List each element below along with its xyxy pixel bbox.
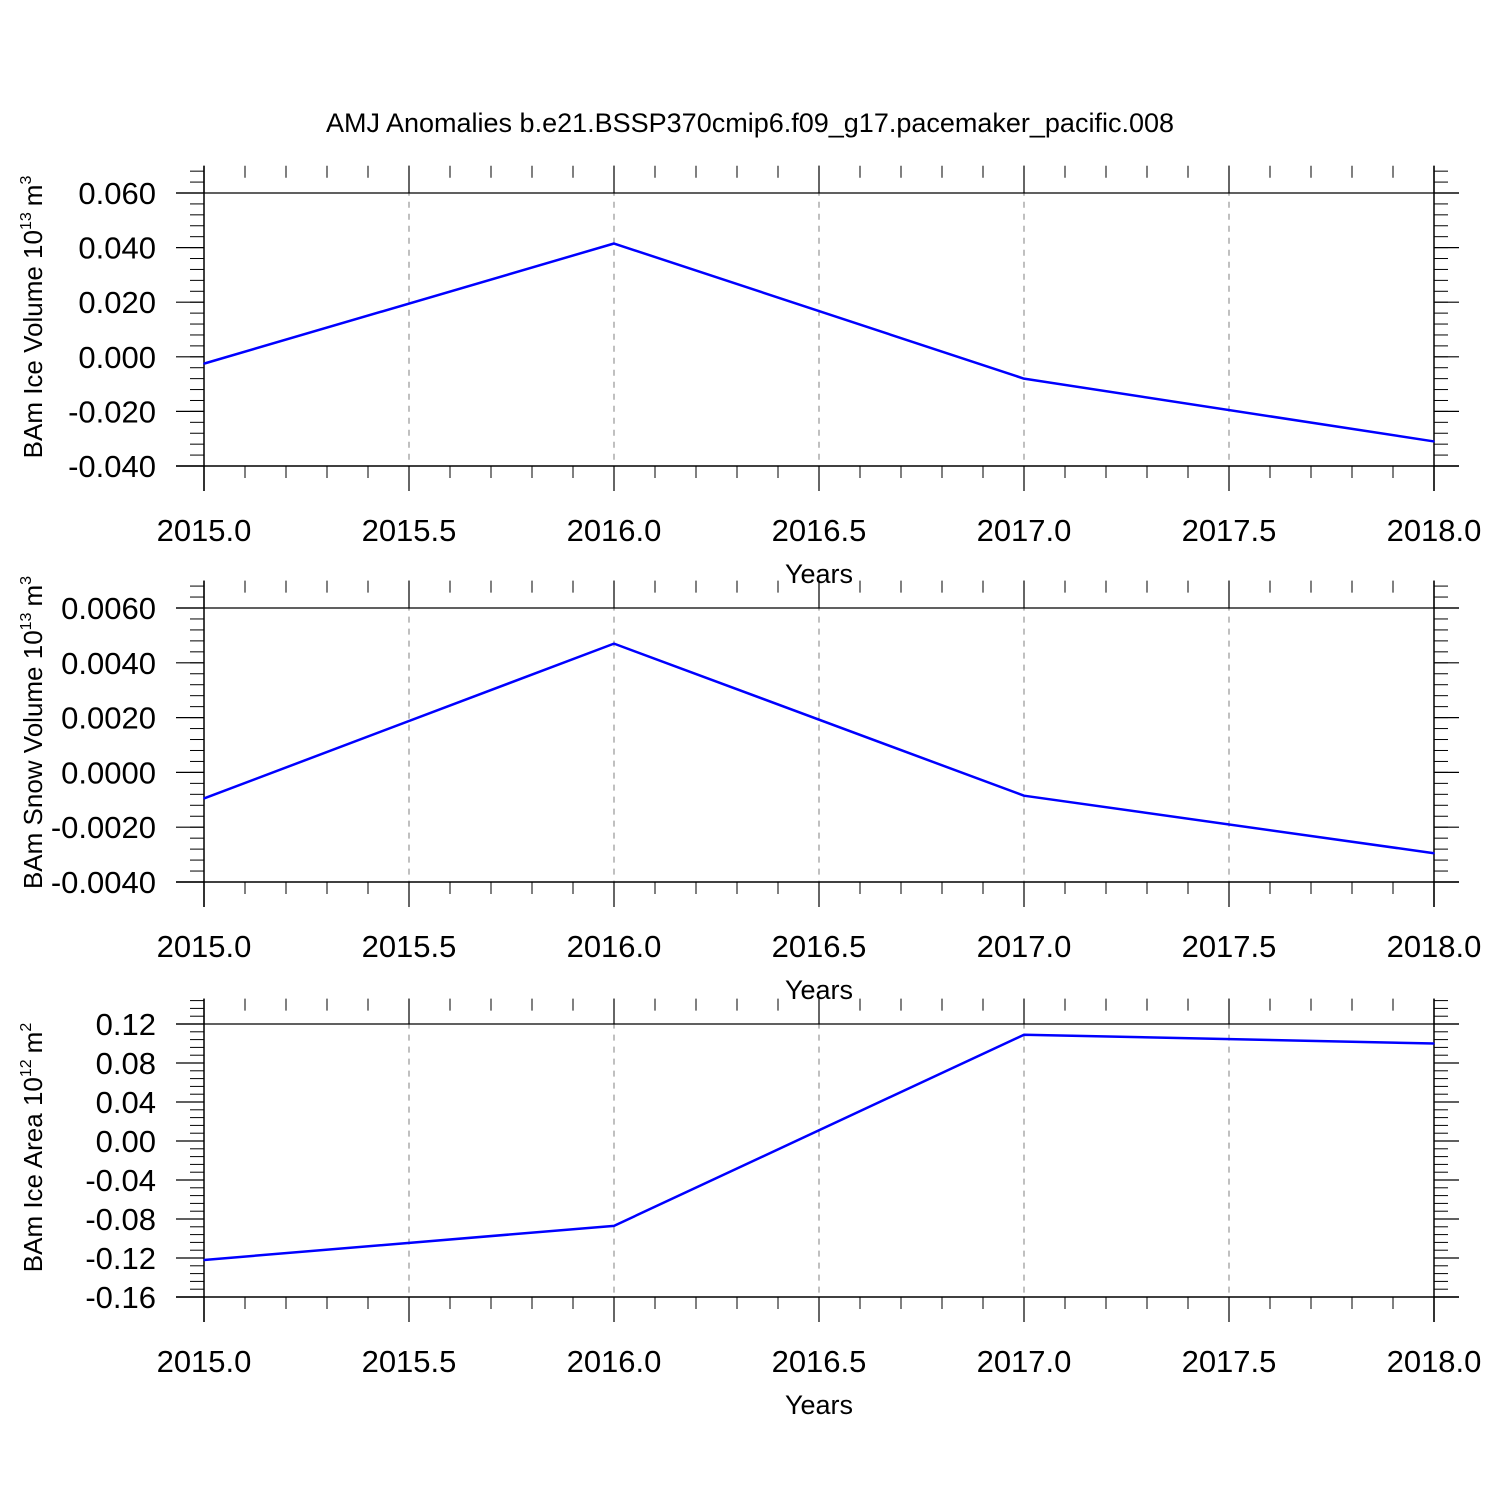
y-tick-label: 0.04: [96, 1085, 156, 1120]
y-tick-label: -0.040: [68, 449, 156, 484]
y-axis-label-unit: m: [18, 1032, 48, 1054]
x-tick-label: 2016.5: [772, 929, 867, 964]
x-tick-label: 2017.5: [1182, 1344, 1277, 1379]
data-point: [1023, 794, 1025, 797]
y-tick-label: 0.00: [96, 1124, 156, 1159]
y-tick-label: -0.08: [85, 1202, 156, 1237]
y-tick-label: 0.0060: [61, 591, 156, 626]
y-tick-label: -0.020: [68, 394, 156, 429]
x-tick-label: 2017.5: [1182, 513, 1277, 548]
y-axis-label-exponent: 12: [18, 1059, 35, 1077]
x-tick-label: 2017.0: [977, 513, 1072, 548]
data-point: [1433, 852, 1435, 855]
y-axis-label-unit: m: [18, 185, 48, 207]
data-point: [203, 362, 205, 365]
figure-title: AMJ Anomalies b.e21.BSSP370cmip6.f09_g17…: [326, 108, 1174, 138]
y-tick-label: 0.0020: [61, 701, 156, 736]
x-tick-label: 2016.0: [567, 513, 662, 548]
y-tick-label: 0.08: [96, 1046, 156, 1081]
chart-panel-3: -0.16 -0.12 -0.08 -0.04 0.00 0.04 0.08 0.12 2015…: [18, 998, 1482, 1420]
x-tick-label: 2015.5: [362, 1344, 457, 1379]
x-tick-label: 2016.0: [567, 1344, 662, 1379]
y-axis-label-unit-exponent: 2: [18, 1023, 35, 1032]
y-axis-label: BAm Ice Volume 1013 m3: [18, 176, 48, 459]
x-tick-label: 2017.5: [1182, 929, 1277, 964]
y-tick-label: -0.0040: [51, 865, 156, 900]
chart-panel-1: -0.040 -0.020 0.000 0.020 0.040 0.060 2015.0 20…: [18, 165, 1482, 589]
y-tick-label: 0.060: [78, 176, 156, 211]
y-tick-label: 0.000: [78, 340, 156, 375]
y-tick-label: -0.16: [85, 1280, 156, 1315]
y-axis-label-unit-exponent: 3: [18, 176, 35, 185]
x-tick-label: 2015.0: [157, 513, 252, 548]
data-point: [613, 642, 615, 645]
x-tick-label: 2015.5: [362, 513, 457, 548]
data-point: [1023, 377, 1025, 380]
y-tick-label: 0.12: [96, 1007, 156, 1042]
x-tick-label: 2017.0: [977, 1344, 1072, 1379]
y-tick-label: 0.0040: [61, 646, 156, 681]
x-tick-label: 2017.0: [977, 929, 1072, 964]
y-axis-label: BAm Snow Volume 1013 m3: [18, 576, 48, 889]
data-point: [1433, 1042, 1435, 1045]
x-tick-label: 2015.5: [362, 929, 457, 964]
y-axis-label-text: BAm Ice Area 10: [18, 1077, 48, 1272]
y-axis-label-unit-exponent: 3: [18, 576, 35, 585]
x-tick-label: 2018.0: [1387, 929, 1482, 964]
y-tick-label: 0.0000: [61, 755, 156, 790]
y-axis-label-exponent: 13: [18, 612, 35, 630]
data-point: [613, 1225, 615, 1227]
x-tick-label: 2018.0: [1387, 513, 1482, 548]
y-tick-label: 0.040: [78, 231, 156, 266]
x-tick-label: 2018.0: [1387, 1344, 1482, 1379]
data-point: [1023, 1033, 1025, 1036]
series-line: [203, 642, 1435, 855]
x-tick-label: 2015.0: [157, 1344, 252, 1379]
x-tick-label: 2015.0: [157, 929, 252, 964]
y-axis-label-unit: m: [18, 585, 48, 607]
y-axis-label-text: BAm Snow Volume 10: [18, 630, 48, 889]
data-point: [613, 242, 615, 245]
y-axis-label-exponent: 13: [18, 212, 35, 230]
data-point: [203, 1259, 205, 1261]
x-tick-label: 2016.5: [772, 1344, 867, 1379]
x-axis-label: Years: [785, 1390, 853, 1420]
chart-panel-2: -0.0040 -0.0020 0.0000 0.0020 0.0040 0.0060 20…: [18, 576, 1481, 1005]
y-tick-label: 0.020: [78, 285, 156, 320]
y-tick-label: -0.04: [85, 1163, 156, 1198]
x-tick-label: 2016.5: [772, 513, 867, 548]
y-tick-label: -0.0020: [51, 810, 156, 845]
data-point: [203, 797, 205, 800]
x-tick-label: 2016.0: [567, 929, 662, 964]
data-point: [1433, 440, 1435, 443]
series-line: [203, 1033, 1435, 1262]
y-tick-label: -0.12: [85, 1241, 156, 1276]
series-line: [203, 242, 1435, 443]
y-axis-label-text: BAm Ice Volume 10: [18, 230, 48, 458]
y-axis-label: BAm Ice Area 1012 m2: [18, 1023, 48, 1273]
